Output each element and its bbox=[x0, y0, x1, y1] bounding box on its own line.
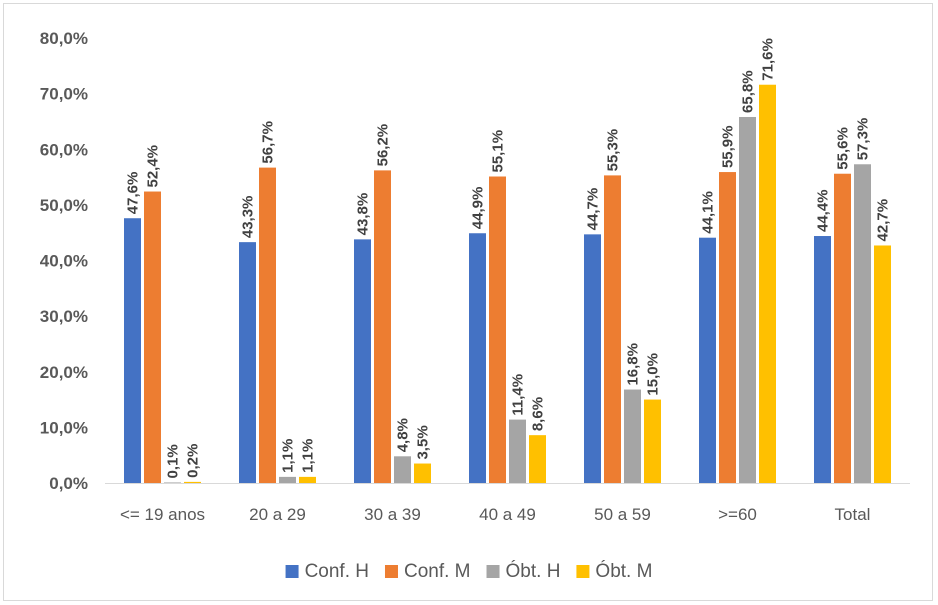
bars bbox=[124, 84, 891, 484]
y-tick-label: 70,0% bbox=[40, 85, 88, 104]
data-label: 44,9% bbox=[470, 187, 487, 230]
x-tick-label: 50 a 59 bbox=[594, 505, 651, 524]
data-label: 55,6% bbox=[835, 127, 852, 170]
data-label: 3,5% bbox=[415, 425, 432, 459]
y-tick-label: 10,0% bbox=[40, 418, 88, 437]
data-label: 55,1% bbox=[490, 130, 507, 173]
legend-item: Óbt. M bbox=[576, 560, 652, 582]
bar bbox=[699, 237, 716, 483]
bar bbox=[644, 399, 661, 483]
bar bbox=[279, 476, 296, 483]
x-axis: <= 19 anos 20 a 29 30 a 39 40 a 49 50 a 59 >=… bbox=[105, 483, 910, 524]
y-tick-label: 50,0% bbox=[40, 196, 88, 215]
data-label: 11,4% bbox=[510, 374, 527, 416]
legend-label: Conf. H bbox=[305, 561, 369, 582]
legend-item: Conf. H bbox=[285, 561, 369, 582]
x-tick-label: Total bbox=[835, 505, 871, 524]
data-label: 4,8% bbox=[395, 418, 412, 452]
legend-item: Conf. M bbox=[384, 561, 471, 582]
bar bbox=[854, 164, 871, 484]
data-label: 44,1% bbox=[700, 191, 717, 234]
data-label: 65,8% bbox=[740, 70, 757, 113]
bar bbox=[719, 172, 736, 483]
data-label: 56,7% bbox=[260, 121, 277, 164]
bar bbox=[299, 476, 316, 483]
data-label: 0,2% bbox=[185, 444, 202, 478]
data-label: 71,6% bbox=[760, 38, 777, 81]
legend-label: Óbt. M bbox=[595, 560, 652, 582]
bar bbox=[584, 234, 601, 483]
bar bbox=[509, 419, 526, 483]
data-label: 42,7% bbox=[875, 199, 892, 242]
data-label: 43,3% bbox=[240, 196, 257, 239]
legend: Conf. H Conf. M Óbt. H Óbt. M bbox=[285, 560, 652, 582]
y-tick-label: 40,0% bbox=[40, 252, 88, 271]
data-label: 1,1% bbox=[280, 439, 297, 473]
x-tick-label: <= 19 anos bbox=[120, 505, 205, 524]
bar bbox=[814, 236, 831, 483]
data-label: 8,6% bbox=[530, 397, 547, 431]
data-label: 55,3% bbox=[605, 129, 622, 172]
data-label: 16,8% bbox=[625, 343, 642, 386]
bar bbox=[759, 84, 776, 483]
bar bbox=[184, 481, 201, 483]
bar bbox=[874, 245, 891, 483]
data-label: 55,9% bbox=[720, 126, 737, 169]
y-tick-label: 30,0% bbox=[40, 307, 88, 326]
data-label: 15,0% bbox=[645, 353, 662, 396]
y-axis: 0,0% 10,0% 20,0% 30,0% 40,0% 50,0% 60,0% 70,0% 8… bbox=[40, 29, 88, 493]
data-label: 52,4% bbox=[145, 145, 162, 188]
data-label: 1,1% bbox=[300, 439, 317, 473]
y-tick-label: 80,0% bbox=[40, 29, 88, 48]
data-label: 57,3% bbox=[855, 118, 872, 161]
bar bbox=[394, 456, 411, 483]
x-tick-label: 20 a 29 bbox=[249, 505, 306, 524]
bar bbox=[469, 233, 486, 483]
data-label: 44,7% bbox=[585, 188, 602, 231]
bar bbox=[239, 242, 256, 483]
bar bbox=[259, 167, 276, 483]
legend-label: Óbt. H bbox=[506, 560, 561, 582]
y-tick-label: 0,0% bbox=[49, 474, 88, 493]
bar bbox=[604, 175, 621, 484]
legend-item: Óbt. H bbox=[486, 560, 561, 582]
bar bbox=[489, 176, 506, 483]
data-label: 47,6% bbox=[125, 172, 142, 215]
legend-swatch bbox=[486, 565, 500, 578]
bar bbox=[529, 435, 546, 483]
legend-swatch bbox=[285, 565, 299, 578]
bar bbox=[374, 170, 391, 483]
legend-swatch bbox=[384, 565, 398, 578]
bar bbox=[164, 482, 181, 483]
bar bbox=[354, 239, 371, 483]
legend-swatch bbox=[576, 565, 590, 578]
legend-label: Conf. M bbox=[404, 561, 471, 582]
data-labels: 47,6%52,4% 0,1% 0,2% 43,3% 56,7% 1,1% 1,1% 43,8… bbox=[125, 38, 892, 478]
x-tick-label: 40 a 49 bbox=[479, 505, 536, 524]
bar bbox=[739, 116, 756, 484]
data-label: 0,1% bbox=[165, 444, 182, 478]
data-label: 44,4% bbox=[815, 189, 832, 232]
y-tick-label: 20,0% bbox=[40, 363, 88, 382]
bar bbox=[834, 173, 851, 483]
bar bbox=[624, 389, 641, 483]
x-tick-label: 30 a 39 bbox=[364, 505, 421, 524]
data-label: 56,2% bbox=[375, 124, 392, 167]
bar bbox=[124, 218, 141, 483]
x-tick-label: >=60 bbox=[718, 505, 757, 524]
y-tick-label: 60,0% bbox=[40, 140, 88, 159]
bar bbox=[414, 463, 431, 483]
data-label: 43,8% bbox=[355, 193, 372, 236]
bar bbox=[144, 191, 161, 483]
